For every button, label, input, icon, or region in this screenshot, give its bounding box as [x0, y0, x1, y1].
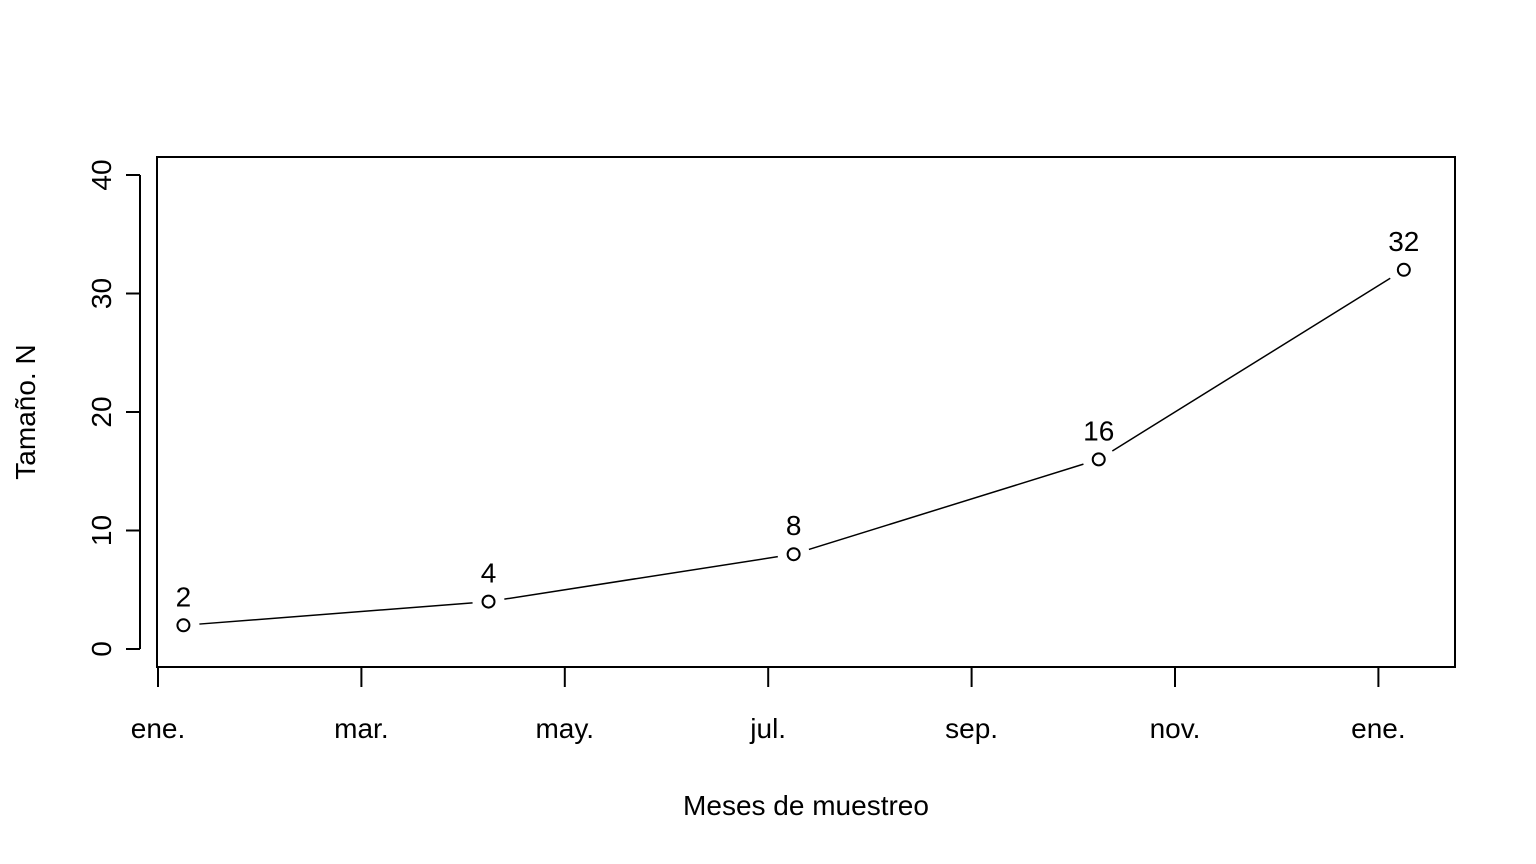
data-point — [481, 594, 496, 609]
y-tick-label: 20 — [86, 396, 117, 427]
data-label: 2 — [176, 581, 192, 612]
y-tick-label: 30 — [86, 278, 117, 309]
series-layer: 2 4 8 16 32 — [176, 226, 1419, 633]
x-tick-label: mar. — [334, 713, 388, 744]
x-tick-label: jul. — [749, 713, 786, 744]
y-tick-label: 0 — [86, 641, 117, 657]
x-tick-label: ene. — [1351, 713, 1406, 744]
y-axis-label: Tamaño. N — [10, 344, 41, 479]
y-axis: 0 10 20 30 40 — [86, 159, 141, 657]
series-segment — [808, 463, 1084, 551]
data-label: 16 — [1083, 415, 1114, 446]
data-point — [786, 547, 801, 562]
x-tick-label: sep. — [945, 713, 998, 744]
x-tick-label: may. — [535, 713, 594, 744]
series-segment — [199, 602, 473, 625]
x-axis: ene. mar. may. jul. sep. nov. ene. — [131, 666, 1406, 744]
data-point — [1396, 262, 1411, 277]
x-tick-label: nov. — [1150, 713, 1201, 744]
data-point — [176, 618, 191, 633]
y-tick-label: 40 — [86, 159, 117, 190]
x-tick-label: ene. — [131, 713, 186, 744]
data-label: 4 — [481, 558, 497, 589]
series-segment — [504, 555, 778, 600]
series-segment — [1111, 277, 1391, 452]
x-axis-label: Meses de muestreo — [683, 790, 929, 821]
data-label: 8 — [786, 510, 802, 541]
y-tick-label: 10 — [86, 515, 117, 546]
plot-frame — [156, 156, 1456, 668]
data-label: 32 — [1388, 226, 1419, 257]
data-point — [1091, 452, 1106, 467]
